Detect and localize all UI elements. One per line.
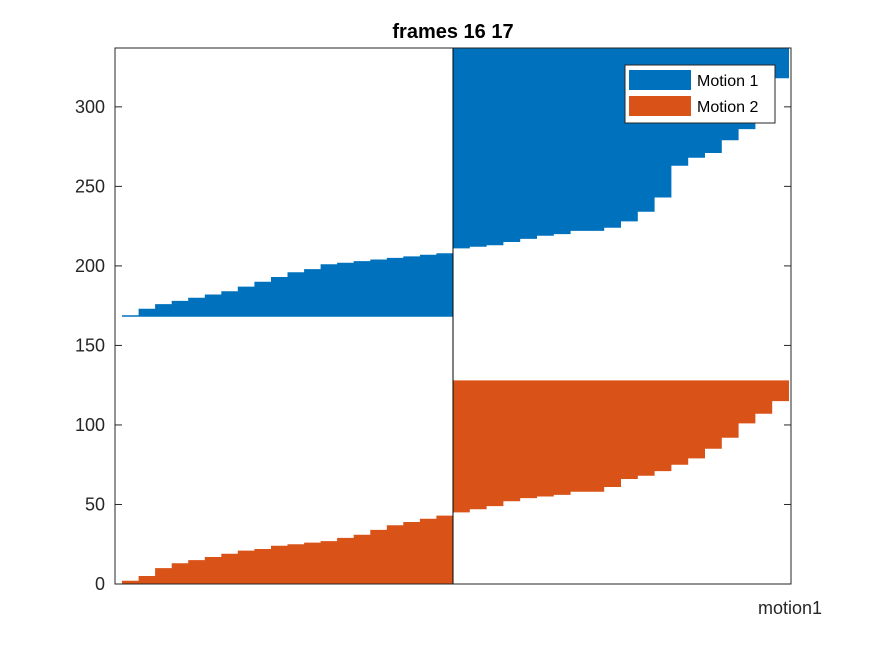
series-1-segment-1 [122,248,453,317]
y-tick-label: 250 [75,176,105,196]
x-axis-label: motion1 [758,598,822,618]
legend-swatch-1 [629,70,691,90]
legend-label-1: Motion 1 [697,73,758,90]
y-tick-label: 150 [75,335,105,355]
legend-swatch-2 [629,96,691,116]
y-tick-label: 200 [75,256,105,276]
legend-label-2: Motion 2 [697,99,758,116]
chart-title: frames 16 17 [392,21,513,43]
series-2-segment-1 [122,512,453,584]
y-tick-label: 0 [95,574,105,594]
series-2-segment-2 [453,380,789,513]
y-axis: 0 50 100 150 200 250 300 [75,97,791,594]
y-tick-label: 300 [75,97,105,117]
y-tick-label: 100 [75,415,105,435]
axes-box [114,47,792,585]
y-tick-label: 50 [85,494,105,514]
legend[interactable]: Motion 1 Motion 2 [624,64,776,124]
